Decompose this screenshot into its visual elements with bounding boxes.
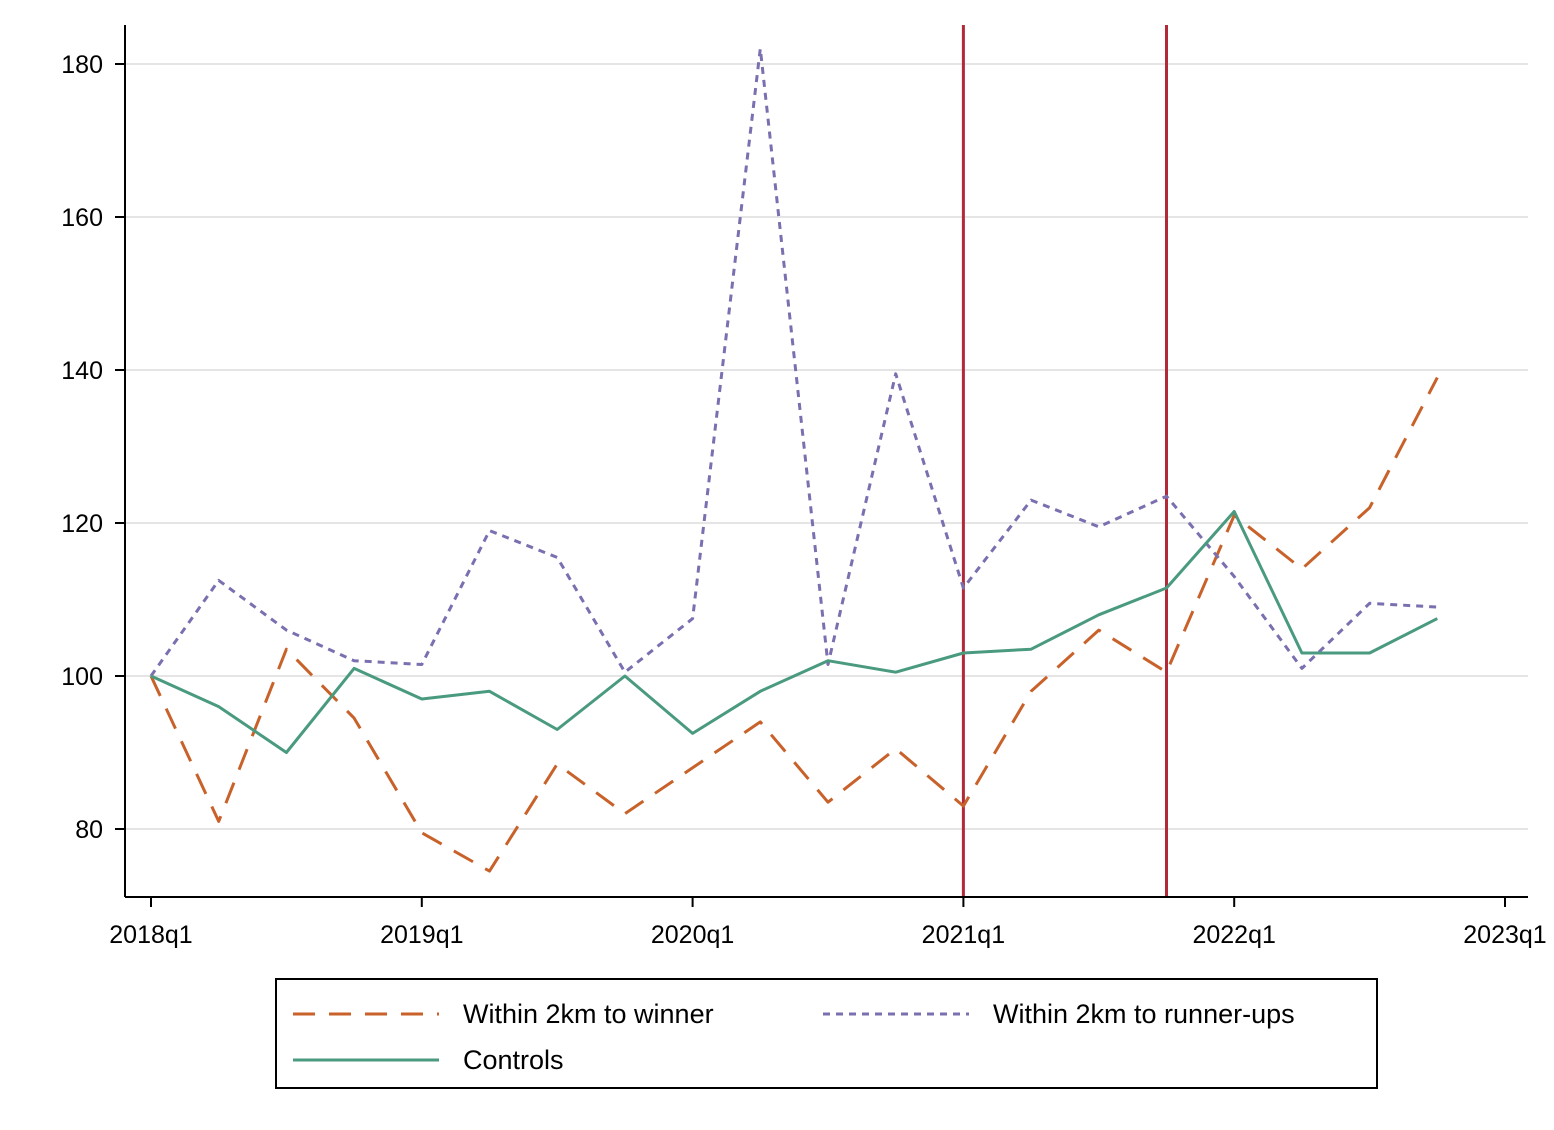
y-tick-label: 100 — [61, 663, 103, 691]
x-tick-label: 2023q1 — [1463, 921, 1546, 949]
legend-label: Within 2km to runner-ups — [993, 999, 1295, 1029]
series-line-3 — [150, 510, 1438, 754]
x-tick-label: 2018q1 — [109, 921, 192, 949]
x-tick-label: 2020q1 — [651, 921, 734, 949]
y-tick-label: 160 — [61, 204, 103, 232]
axes — [124, 25, 1528, 898]
x-axis-ticks: 2018q1 2019q1 2020q1 2021q1 2022q1 2023q1 — [109, 897, 1547, 949]
x-tick-label: 2022q1 — [1192, 921, 1275, 949]
legend-box — [275, 978, 1378, 1089]
reference-lines — [961, 25, 1168, 897]
gridlines — [125, 63, 1528, 830]
series-lines — [149, 47, 1439, 873]
series-line-2 — [149, 47, 1438, 677]
x-tick-label: 2019q1 — [380, 921, 463, 949]
legend-label: Within 2km to winner — [463, 999, 714, 1029]
y-axis-ticks: 80 100 120 140 160 180 — [61, 51, 125, 844]
y-tick-label: 140 — [61, 357, 103, 385]
series-line-1 — [149, 376, 1439, 873]
y-tick-label: 180 — [61, 51, 103, 79]
legend-label: Controls — [463, 1045, 564, 1075]
y-tick-label: 80 — [75, 816, 103, 844]
legend: Within 2km to winner Within 2km to runner… — [275, 978, 1378, 1089]
x-tick-label: 2021q1 — [922, 921, 1005, 949]
y-tick-label: 120 — [61, 510, 103, 538]
